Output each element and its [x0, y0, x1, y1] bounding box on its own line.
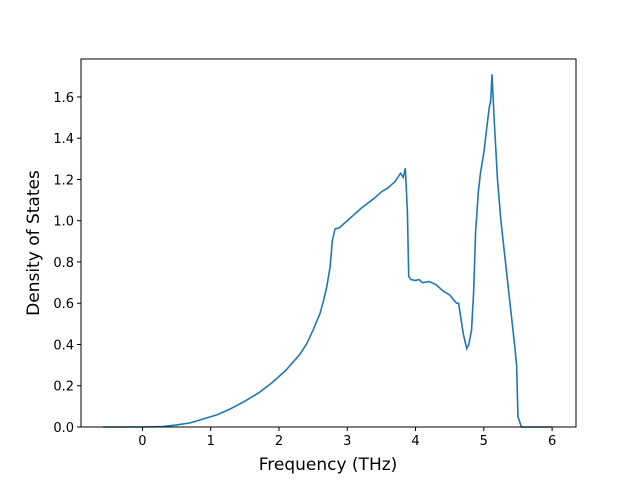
- y-axis-label: Density of States: [24, 170, 44, 316]
- x-tick-label: 5: [480, 434, 488, 449]
- x-axis-label: Frequency (THz): [259, 455, 398, 475]
- y-tick-label: 1.6: [53, 91, 74, 106]
- y-tick-label: 1.2: [53, 173, 74, 188]
- y-tick-label: 1.4: [53, 132, 74, 147]
- x-tick-label: 2: [275, 434, 283, 449]
- x-tick-label: 4: [411, 434, 419, 449]
- x-tick-label: 3: [343, 434, 351, 449]
- plot-frame: [80, 58, 577, 428]
- x-tick-label: 0: [138, 434, 146, 449]
- y-tick-label: 0.8: [53, 256, 74, 271]
- y-tick-label: 0.2: [53, 380, 74, 395]
- x-tick-label: 6: [548, 434, 556, 449]
- line: [102, 74, 553, 428]
- y-tick-label: 0.6: [53, 297, 74, 312]
- y-tick-label: 0.0: [53, 421, 74, 436]
- y-tick-label: 1.0: [53, 215, 74, 230]
- x-tick-label: 1: [207, 434, 215, 449]
- y-tick-label: 0.4: [53, 338, 74, 353]
